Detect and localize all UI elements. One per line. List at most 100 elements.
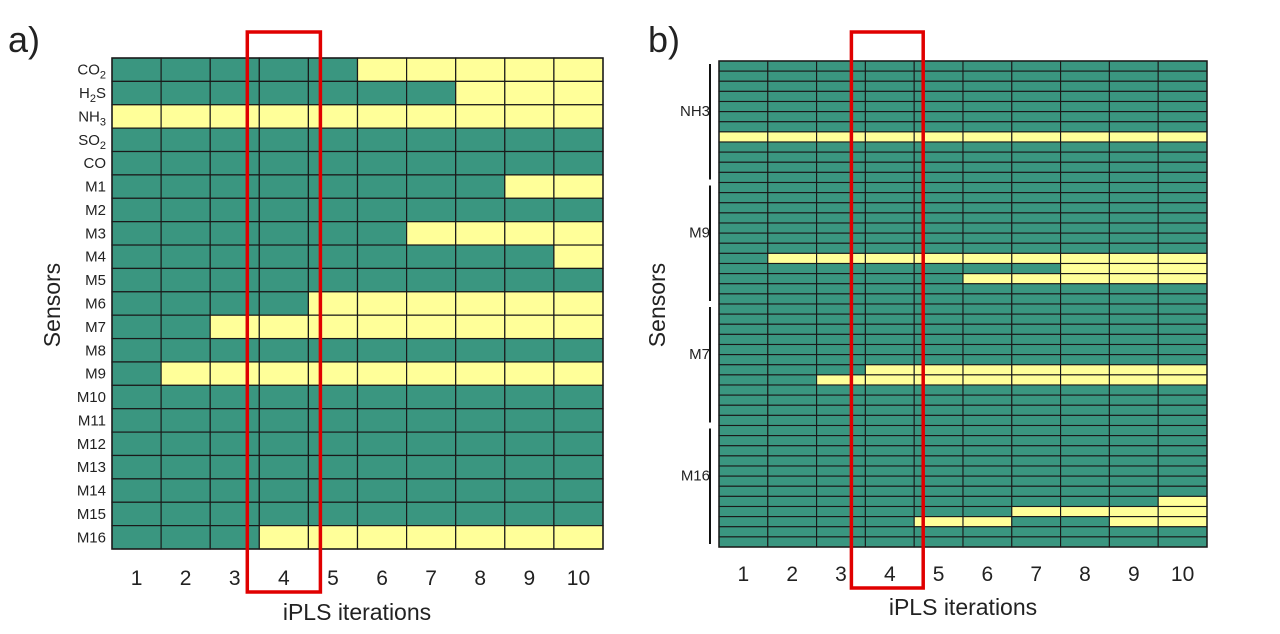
heatmap-cell	[1157, 455, 1208, 467]
x-tick-label: 6	[982, 563, 994, 586]
heatmap-cell	[1108, 60, 1159, 72]
heatmap-cell	[767, 414, 818, 427]
heatmap-cell	[767, 121, 818, 133]
heatmap-cell	[356, 57, 408, 82]
y-tick-label: H2S	[79, 85, 106, 105]
heatmap-cell	[1157, 333, 1208, 346]
heatmap-cell	[767, 252, 818, 265]
heatmap-cell	[864, 384, 915, 396]
heatmap-cell	[307, 525, 359, 550]
heatmap-cell	[406, 361, 457, 386]
heatmap-cell	[718, 505, 769, 518]
heatmap-cell	[307, 267, 359, 293]
heatmap-cell	[160, 408, 211, 433]
heatmap-cell	[767, 70, 818, 82]
heatmap-cell	[504, 150, 555, 176]
heatmap-cell	[816, 242, 866, 254]
heatmap-cell	[816, 131, 866, 143]
heatmap-cell	[962, 252, 1013, 265]
heatmap-cell	[504, 384, 555, 410]
heatmap-cell	[1060, 505, 1110, 518]
heatmap-cell	[962, 384, 1013, 396]
heatmap-cell	[962, 212, 1013, 224]
heatmap-cell	[406, 197, 457, 223]
heatmap-cell	[1060, 252, 1110, 265]
heatmap-cell	[718, 141, 769, 153]
heatmap-cell	[767, 323, 818, 335]
heatmap-cell	[160, 501, 211, 527]
heatmap-cell	[455, 127, 506, 153]
heatmap-cell	[111, 197, 162, 223]
heatmap-cell	[1060, 212, 1110, 224]
heatmap-cell	[553, 174, 604, 199]
heatmap-cell	[962, 526, 1013, 538]
group-label: M9	[689, 224, 710, 241]
heatmap-cell	[816, 303, 866, 315]
heatmap-cell	[1060, 181, 1110, 194]
heatmap-cell	[307, 291, 359, 316]
heatmap-cell	[718, 212, 769, 224]
heatmap-cell	[1060, 262, 1110, 275]
heatmap-cell	[1011, 90, 1062, 103]
heatmap-cell	[1157, 242, 1208, 254]
heatmap-cell	[767, 212, 818, 224]
heatmap-cell	[160, 291, 211, 316]
heatmap-cell	[1011, 485, 1062, 497]
heatmap-cell	[111, 431, 162, 457]
heatmap-cell	[1108, 141, 1159, 153]
heatmap-cell	[1060, 516, 1110, 528]
heatmap-cell	[1108, 364, 1159, 376]
heatmap-cell	[307, 127, 359, 153]
heatmap-cell	[1157, 181, 1208, 194]
heatmap-cell	[767, 293, 818, 305]
heatmap-cell	[111, 150, 162, 176]
heatmap-cell	[1060, 202, 1110, 214]
heatmap-cell	[718, 161, 769, 173]
heatmap-cell	[816, 485, 866, 497]
heatmap-cell	[767, 181, 818, 194]
heatmap-cell	[864, 435, 915, 447]
heatmap-cell	[718, 364, 769, 376]
heatmap-cell	[1060, 414, 1110, 427]
heatmap-cell	[1060, 90, 1110, 103]
heatmap-cell	[455, 314, 506, 340]
heatmap-cell	[406, 57, 457, 82]
heatmap-cell	[1157, 171, 1208, 184]
heatmap-cell	[356, 431, 408, 457]
heatmap-cell	[111, 104, 162, 129]
heatmap-cell	[1157, 131, 1208, 143]
heatmap-cell	[307, 501, 359, 527]
heatmap-cell	[406, 244, 457, 270]
y-tick-label: M14	[77, 483, 106, 500]
x-tick-label: 4	[884, 563, 896, 586]
heatmap-cell	[816, 171, 866, 184]
heatmap-cell	[816, 384, 866, 396]
heatmap-cell	[1011, 536, 1062, 548]
heatmap-cell	[504, 80, 555, 106]
y-tick-label: CO	[84, 155, 107, 172]
x-tick-label: 8	[474, 567, 486, 590]
heatmap-cell	[1157, 516, 1208, 528]
heatmap-cell	[864, 141, 915, 153]
heatmap-cell	[307, 314, 359, 340]
heatmap-cell	[258, 221, 309, 246]
heatmap-cell	[1011, 313, 1062, 325]
heatmap-cell	[1108, 313, 1159, 325]
heatmap-cell	[258, 150, 309, 176]
y-tick-label: M15	[77, 506, 106, 523]
x-tick-label: 7	[425, 567, 437, 590]
heatmap-cell	[1011, 354, 1062, 366]
heatmap-cell	[1011, 475, 1062, 487]
heatmap-cell	[864, 445, 915, 457]
heatmap-cell	[962, 414, 1013, 427]
heatmap-cell	[1108, 242, 1159, 254]
heatmap-cell	[406, 454, 457, 480]
heatmap-cell	[1157, 374, 1208, 386]
heatmap-cell	[962, 131, 1013, 143]
heatmap-cell	[307, 478, 359, 503]
heatmap-cell	[718, 414, 769, 427]
heatmap-cell	[1157, 343, 1208, 356]
heatmap-cell	[1011, 364, 1062, 376]
heatmap-cell	[504, 478, 555, 503]
y-tick-label: M4	[85, 249, 106, 266]
